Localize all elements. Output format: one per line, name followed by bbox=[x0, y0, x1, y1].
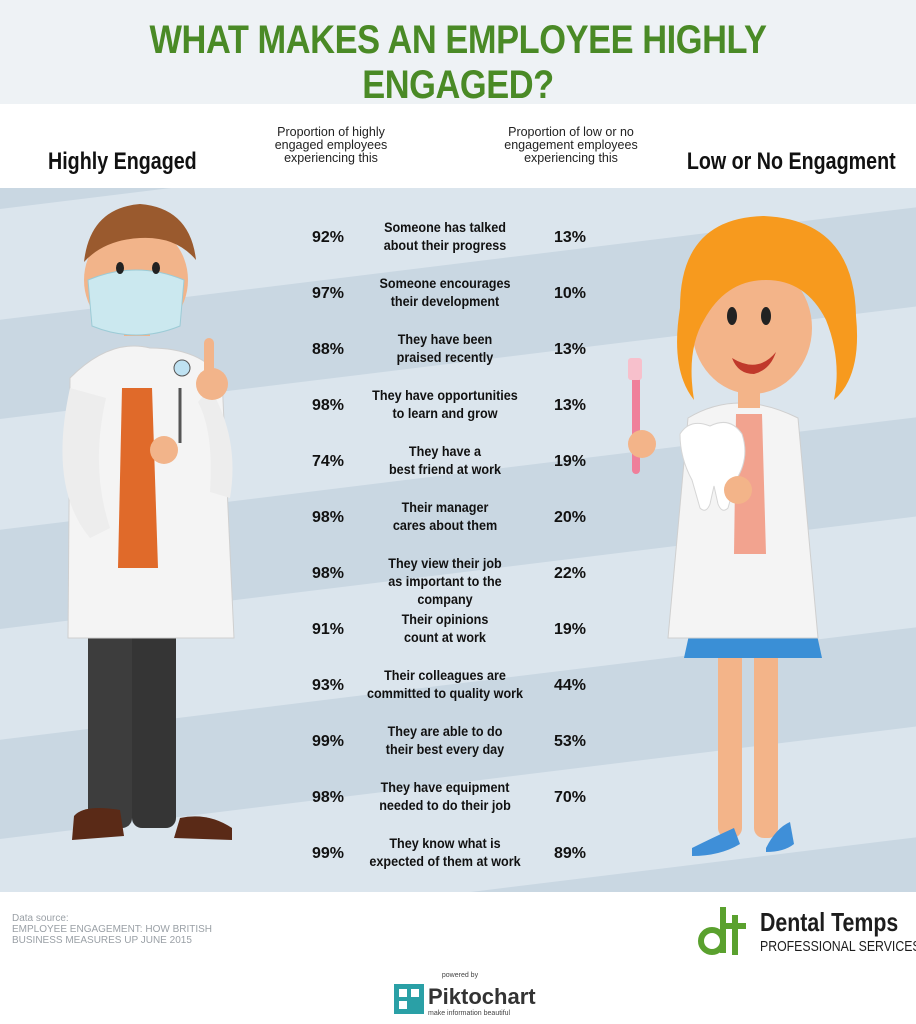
low-engaged-value: 10% bbox=[553, 285, 587, 302]
statement: Their manager cares about them bbox=[360, 498, 531, 534]
dental-temps-logo: Dental Temps PROFESSIONAL SERVICES bbox=[698, 903, 916, 963]
statement-line-2: cares about them bbox=[392, 517, 498, 533]
table-row: 98% They have equipment needed to do their… bbox=[0, 778, 916, 828]
statement: Someone has talked about their progress bbox=[360, 218, 531, 254]
statement-line-1: Someone encourages bbox=[379, 275, 511, 291]
low-engaged-value: 19% bbox=[553, 453, 587, 470]
high-engaged-value: 99% bbox=[311, 845, 345, 862]
low-engaged-value: 20% bbox=[553, 509, 587, 526]
piktochart-badge: powered by Piktochart make information b… bbox=[390, 972, 536, 1020]
statement: They have equipment needed to do their jo… bbox=[360, 778, 531, 814]
piktochart-logo-icon bbox=[394, 984, 424, 1014]
low-engaged-value: 19% bbox=[553, 621, 587, 638]
title-band bbox=[0, 0, 916, 104]
low-engaged-value: 89% bbox=[553, 845, 587, 862]
brand-subtitle: PROFESSIONAL SERVICES bbox=[760, 938, 916, 955]
low-engaged-value: 22% bbox=[553, 565, 587, 582]
powered-by-label: powered by bbox=[441, 972, 479, 979]
statement-line-2: about their progress bbox=[383, 237, 507, 253]
low-engaged-value: 13% bbox=[553, 229, 587, 246]
statement-line-1: Their manager bbox=[401, 499, 489, 515]
female-dentist-illustration bbox=[628, 216, 858, 856]
statement: They have a best friend at work bbox=[360, 442, 531, 478]
table-row: 91% Their opinions count at work 19% bbox=[0, 610, 916, 660]
male-dentist-illustration bbox=[62, 204, 235, 840]
statement: They have been praised recently bbox=[360, 330, 531, 366]
low-engaged-value: 70% bbox=[553, 789, 587, 806]
statement-line-2: as important to the company bbox=[388, 573, 502, 607]
high-engaged-value: 88% bbox=[311, 341, 345, 358]
col-head-high: Proportion of highly engaged employees e… bbox=[274, 125, 388, 165]
statement: They view their job as important to the c… bbox=[360, 554, 531, 608]
table-row: 98% They view their job as important to th… bbox=[0, 554, 916, 607]
statement-line-1: They view their job bbox=[388, 555, 502, 571]
dt-logo-icon bbox=[698, 907, 746, 955]
statement-line-1: They have been bbox=[397, 331, 493, 347]
statement-line-2: praised recently bbox=[396, 349, 494, 365]
statement: Their colleagues are committed to quality… bbox=[360, 666, 531, 702]
piktochart-name: Piktochart bbox=[428, 984, 536, 1009]
statement-line-2: their best every day bbox=[385, 741, 505, 757]
low-engaged-value: 13% bbox=[553, 341, 587, 358]
chart-panel: 92% Someone has talked about their progres… bbox=[0, 188, 916, 892]
statement: They are able to do their best every day bbox=[360, 722, 531, 758]
statement: They know what is expected of them at wor… bbox=[360, 834, 531, 870]
low-engaged-value: 13% bbox=[553, 397, 587, 414]
statement-line-1: Their opinions bbox=[401, 611, 489, 627]
col-head-low: Proportion of low or no engagement emplo… bbox=[504, 125, 638, 165]
statement-line-2: expected of them at work bbox=[369, 853, 521, 869]
statement-line-2: their development bbox=[390, 293, 500, 309]
statement-line-1: They have a bbox=[408, 443, 482, 459]
statement-line-2: needed to do their job bbox=[379, 797, 511, 813]
table-row: 93% Their colleagues are committed to qual… bbox=[0, 666, 916, 716]
data-source-label: Data source: bbox=[12, 913, 69, 924]
statement-line-2: count at work bbox=[404, 629, 486, 645]
table-row: 98% Their manager cares about them 20% bbox=[0, 498, 916, 548]
table-row: 99% They are able to do their best every d… bbox=[0, 722, 916, 772]
statement-line-2: to learn and grow bbox=[392, 405, 498, 421]
high-engaged-value: 98% bbox=[311, 397, 345, 414]
high-engaged-value: 92% bbox=[311, 229, 345, 246]
statement-line-1: They are able to do bbox=[387, 723, 503, 739]
table-row: 98% They have opportunities to learn and g… bbox=[0, 386, 916, 436]
statement-line-1: They have opportunities bbox=[372, 387, 518, 403]
brand-name: Dental Temps bbox=[760, 907, 899, 937]
data-source-text: EMPLOYEE ENGAGEMENT: HOW BRITISH BUSINES… bbox=[12, 924, 213, 946]
statement-line-2: committed to quality work bbox=[366, 685, 524, 701]
table-row: 97% Someone encourages their development 10… bbox=[0, 274, 916, 324]
page-title: WHAT MAKES AN EMPLOYEE HIGHLY ENGAGED? bbox=[149, 18, 767, 107]
high-engaged-value: 99% bbox=[311, 733, 345, 750]
low-engaged-value: 53% bbox=[553, 733, 587, 750]
high-engaged-value: 98% bbox=[311, 565, 345, 582]
statement: Their opinions count at work bbox=[360, 610, 531, 646]
statement: Someone encourages their development bbox=[360, 274, 531, 310]
piktochart-tagline: make information beautiful bbox=[428, 1010, 511, 1017]
table-row: 74% They have a best friend at work 19% bbox=[0, 442, 916, 492]
statement-line-1: They know what is bbox=[389, 835, 501, 851]
high-engaged-value: 97% bbox=[311, 285, 345, 302]
statement-line-2: best friend at work bbox=[388, 461, 502, 477]
low-engaged-value: 44% bbox=[553, 677, 587, 694]
table-row: 88% They have been praised recently 13% bbox=[0, 330, 916, 380]
statement-line-1: Someone has talked bbox=[384, 219, 506, 235]
high-engaged-value: 93% bbox=[311, 677, 345, 694]
statement-line-1: Their colleagues are bbox=[384, 667, 506, 683]
statement-line-1: They have equipment bbox=[380, 779, 510, 795]
table-row: 99% They know what is expected of them at … bbox=[0, 834, 916, 884]
high-engaged-value: 98% bbox=[311, 509, 345, 526]
right-heading: Low or No Engagment bbox=[687, 148, 896, 175]
high-engaged-value: 74% bbox=[311, 453, 345, 470]
high-engaged-value: 91% bbox=[311, 621, 345, 638]
statement: They have opportunities to learn and grow bbox=[360, 386, 531, 422]
left-heading: Highly Engaged bbox=[48, 148, 197, 175]
high-engaged-value: 98% bbox=[311, 789, 345, 806]
data-source: Data source: EMPLOYEE ENGAGEMENT: HOW BR… bbox=[12, 913, 242, 946]
table-row: 92% Someone has talked about their progres… bbox=[0, 218, 916, 268]
